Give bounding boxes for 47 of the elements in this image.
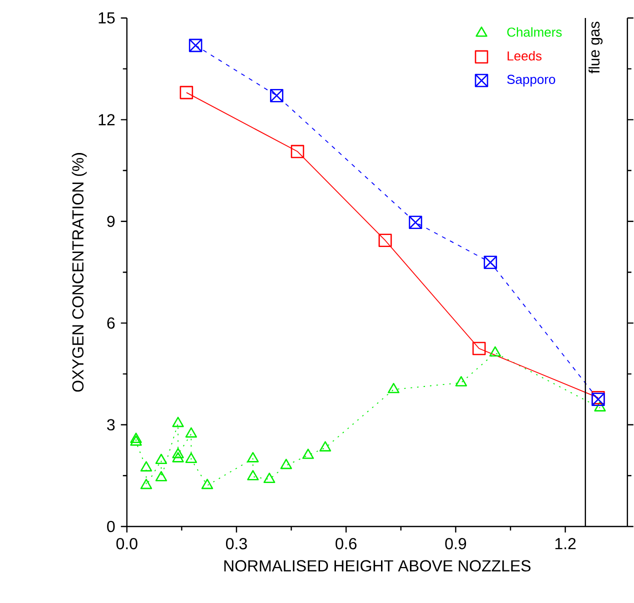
point (489, 346, 501, 356)
point (185, 427, 198, 438)
point (408, 216, 422, 229)
y-tick-label: 9 (107, 216, 115, 227)
x-tick-label: 0.6 (336, 538, 357, 550)
point (180, 86, 194, 99)
point (188, 38, 202, 52)
ref-line-label: flue gas (588, 22, 603, 74)
point (140, 460, 152, 472)
point (302, 448, 314, 459)
point (247, 452, 259, 462)
y-tick-label: 12 (98, 114, 115, 126)
y-tick-label: 15 (98, 12, 115, 24)
point (140, 478, 152, 489)
y-tick-label: 6 (107, 317, 115, 329)
point (319, 440, 332, 452)
x-tick-label: 1.2 (555, 538, 576, 549)
point (270, 88, 284, 102)
point (388, 382, 400, 393)
point (172, 448, 184, 458)
point (378, 234, 392, 247)
point (201, 478, 214, 489)
x-tick-label: 0.0 (116, 538, 138, 550)
point (247, 470, 259, 480)
point (155, 454, 168, 464)
point (290, 144, 304, 158)
y-tick-label: 3 (107, 418, 115, 430)
y-tick-label: 0 (107, 520, 115, 532)
point (280, 458, 292, 469)
y-axis-title: OXYGEN CONCENTRATION (%) (72, 152, 87, 392)
point (155, 470, 168, 482)
point (172, 416, 184, 427)
point (264, 472, 276, 483)
legend-label: Sapporo (507, 74, 556, 86)
point (172, 452, 184, 462)
x-axis-title: NORMALISED HEIGHT ABOVE NOZZLES (224, 560, 531, 572)
point (185, 452, 198, 463)
point (484, 256, 498, 269)
legend-label: Leeds (508, 50, 542, 60)
legend-label: Chalmers (507, 27, 562, 37)
x-tick-label: 0.3 (226, 538, 247, 550)
x-tick-label: 0.9 (445, 538, 466, 550)
point (130, 432, 142, 443)
point (472, 342, 486, 355)
point (455, 376, 468, 386)
point (130, 435, 142, 446)
point (594, 400, 606, 412)
